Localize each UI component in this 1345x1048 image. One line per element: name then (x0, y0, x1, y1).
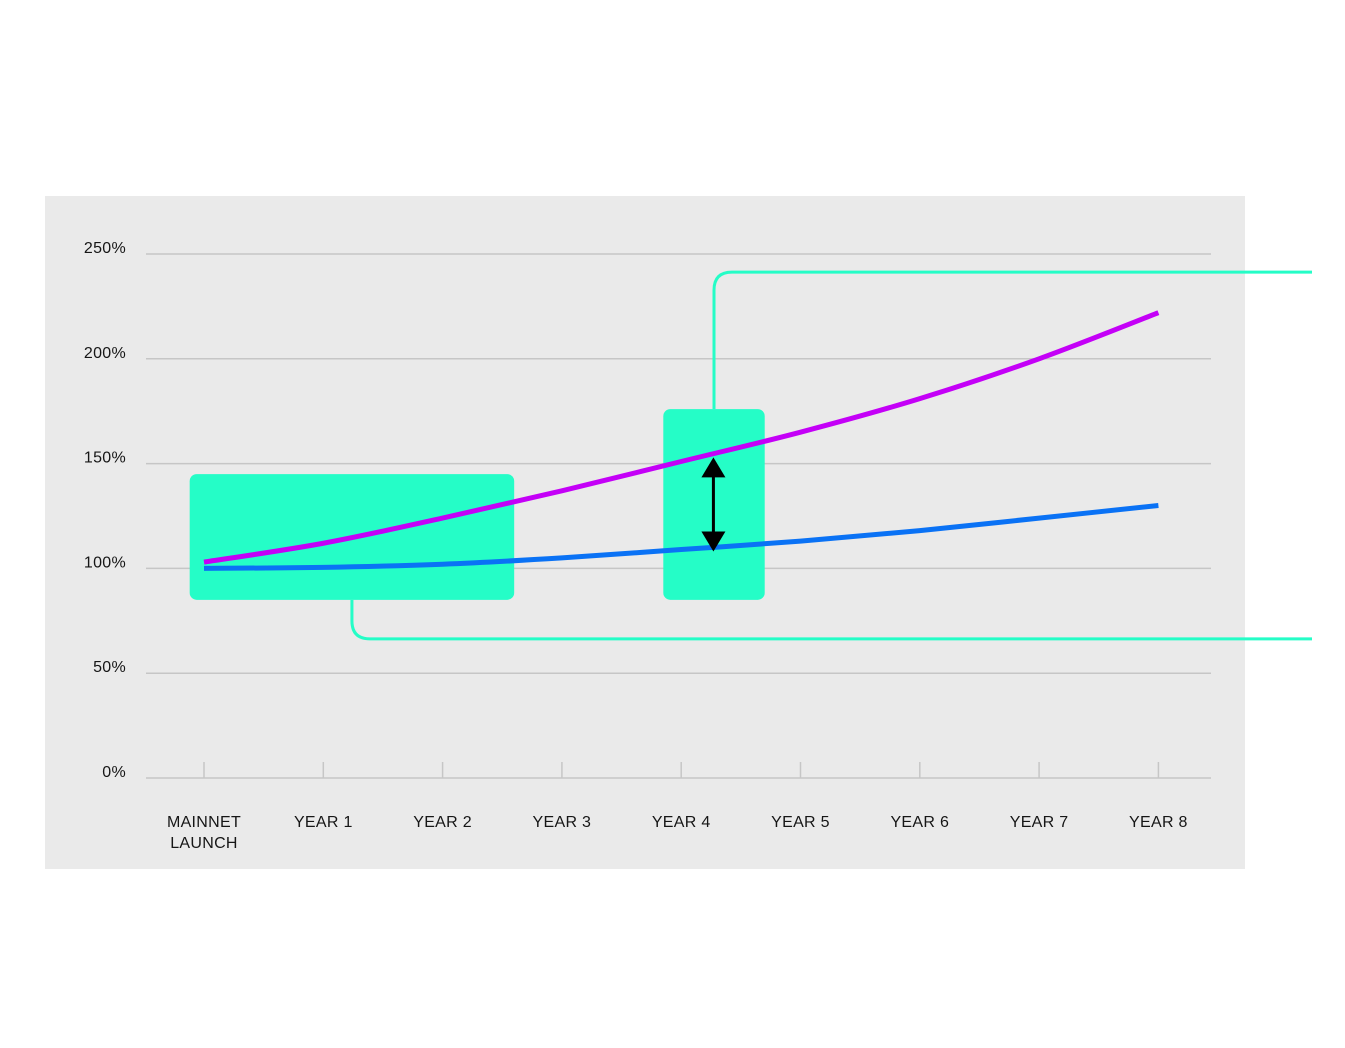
x-tick-label-line: YEAR 7 (1010, 814, 1069, 831)
x-tick-label: YEAR 8 (1129, 814, 1188, 831)
x-tick-label-line: YEAR 2 (413, 814, 472, 831)
x-tick-label: YEAR 5 (771, 814, 830, 831)
callout-connector (712, 270, 1312, 410)
gap-arrow-head-up (701, 457, 726, 478)
callout-connectors (350, 270, 1312, 641)
x-tick-label-line: MAINNET (167, 814, 241, 831)
y-tick-label: 0% (102, 764, 126, 781)
series-lines (203, 310, 1160, 571)
x-tick-label-line: YEAR 4 (652, 814, 711, 831)
callout-connector (350, 599, 1312, 641)
x-tick-label-line: YEAR 5 (771, 814, 830, 831)
x-tick-label: YEAR 4 (652, 814, 711, 831)
y-tick-label: 250% (84, 240, 126, 257)
x-tick-label: YEAR 3 (533, 814, 592, 831)
x-tick-label: YEAR 6 (890, 814, 949, 831)
x-tick-label-line: YEAR 8 (1129, 814, 1188, 831)
y-tick-label: 150% (84, 450, 126, 467)
x-tick-label: YEAR 7 (1010, 814, 1069, 831)
y-axis: 0% 50% 100% 150% 200% 250% (84, 240, 126, 781)
x-axis: MAINNET LAUNCH YEAR 1 YEAR 2 YEAR 3 YEAR 4 YEA… (167, 762, 1188, 852)
x-tick-label-line: LAUNCH (170, 835, 238, 852)
y-tick-label: 200% (84, 345, 126, 362)
series-line-1 (203, 310, 1160, 565)
x-tick-label-line: YEAR 3 (533, 814, 592, 831)
gap-arrow-head-down (701, 531, 726, 552)
x-tick-label: YEAR 2 (413, 814, 472, 831)
x-tick-label: YEAR 1 (294, 814, 353, 831)
x-tick-label-line: YEAR 1 (294, 814, 353, 831)
x-tick-label-line: YEAR 6 (890, 814, 949, 831)
gap-arrow (701, 457, 726, 552)
y-tick-label: 50% (93, 659, 126, 676)
y-tick-label: 100% (84, 554, 126, 571)
x-tick-label: MAINNET LAUNCH (167, 814, 241, 852)
series-line-2 (203, 503, 1159, 571)
